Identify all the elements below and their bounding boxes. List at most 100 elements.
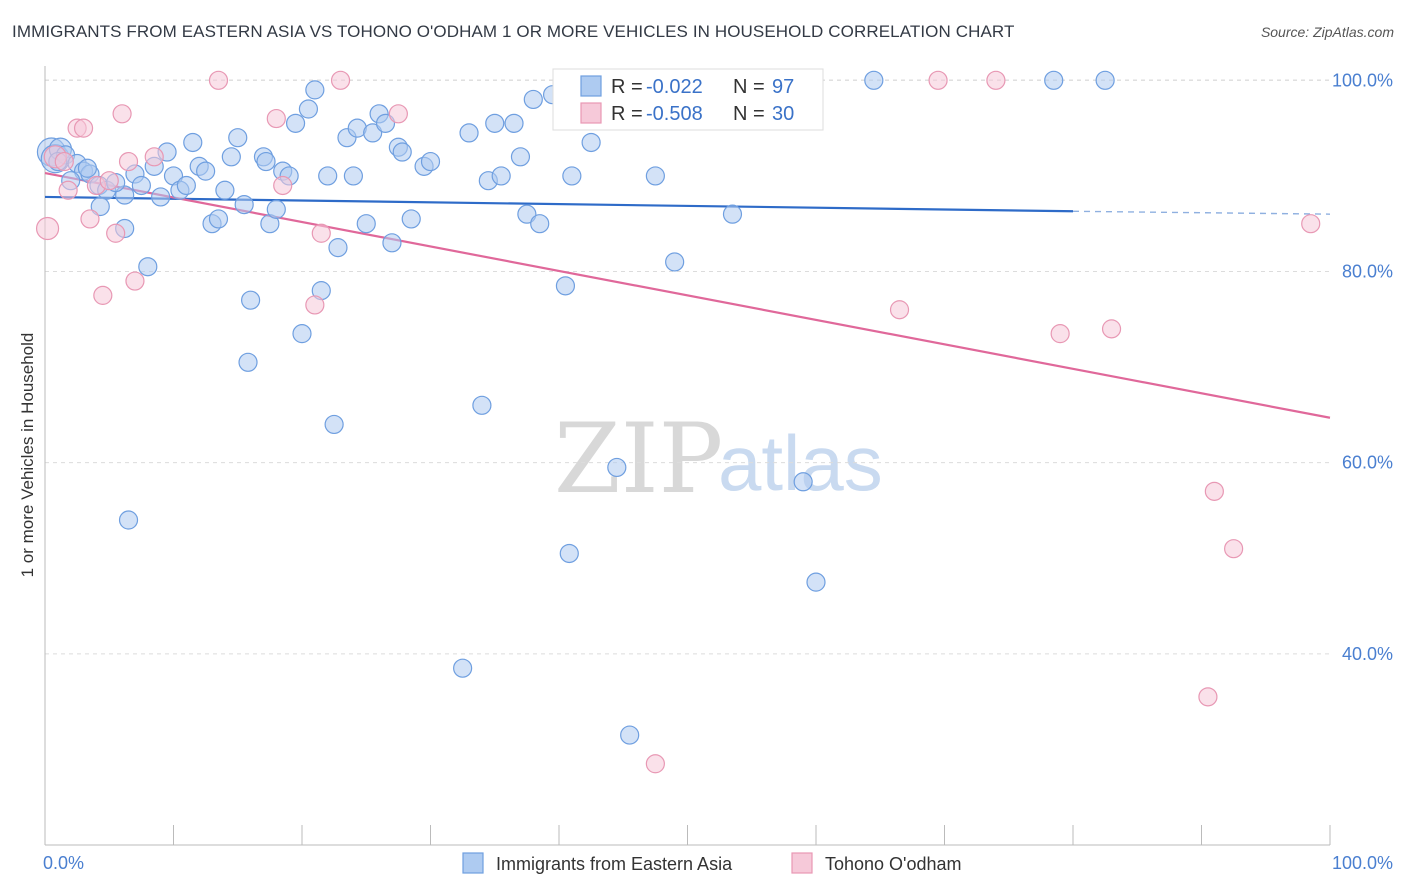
stats-n-label: N = <box>733 103 765 125</box>
data-point <box>620 725 640 745</box>
stats-n-value: 30 <box>772 103 794 125</box>
axes <box>44 66 1331 846</box>
data-point <box>35 216 60 241</box>
data-point <box>285 113 306 133</box>
stats-n-label: N = <box>733 76 765 98</box>
data-point <box>324 414 344 435</box>
data-point <box>80 209 100 229</box>
data-point <box>138 257 158 277</box>
data-point <box>363 123 383 143</box>
data-point <box>73 118 94 138</box>
gridlines <box>45 79 1330 655</box>
trend-line-series-1 <box>44 171 1331 419</box>
data-point <box>665 252 685 272</box>
data-point <box>330 70 351 90</box>
data-point <box>208 209 229 229</box>
data-point <box>472 395 492 415</box>
stats-legend-swatch <box>580 102 602 124</box>
data-point <box>305 295 325 315</box>
data-point <box>356 214 376 234</box>
data-point <box>328 238 348 258</box>
data-point <box>238 352 258 372</box>
data-point <box>889 300 910 320</box>
data-point <box>928 70 948 90</box>
tick-labels: 100.0% 80.0% 60.0% 40.0% 0.0% 100.0% <box>43 70 1393 873</box>
data-point <box>986 70 1006 90</box>
data-point <box>530 214 550 234</box>
data-point <box>273 175 293 196</box>
data-point <box>292 324 312 344</box>
data-point <box>491 166 511 186</box>
data-point <box>375 113 396 133</box>
data-point <box>504 113 524 133</box>
data-point <box>151 187 171 207</box>
data-point <box>607 457 627 478</box>
stats-r-value: -0.508 <box>646 103 703 125</box>
trend-line-series-0 <box>44 195 1074 213</box>
data-point <box>645 166 665 186</box>
series-1-points <box>35 70 1321 774</box>
data-point <box>221 147 241 167</box>
data-point <box>1224 539 1244 559</box>
data-point <box>523 89 543 110</box>
data-point <box>793 472 813 492</box>
data-point <box>1198 687 1218 707</box>
data-point <box>106 223 126 243</box>
data-point <box>99 171 119 191</box>
data-point <box>562 166 582 186</box>
data-point <box>196 161 216 181</box>
stats-legend-swatch <box>580 75 602 97</box>
data-point <box>510 147 531 167</box>
data-point <box>1044 70 1064 90</box>
y-tick-label: 60.0% <box>1342 453 1393 473</box>
y-tick-label: 80.0% <box>1342 262 1393 282</box>
data-point <box>256 151 276 172</box>
data-point <box>864 70 884 90</box>
watermark-zip: ZIP <box>554 403 723 515</box>
data-point <box>58 180 78 200</box>
data-point <box>388 104 408 124</box>
data-point <box>1050 324 1070 344</box>
data-point <box>112 104 132 124</box>
y-tick-label: 100.0% <box>1332 70 1393 90</box>
trend-line-dashed-series-0 <box>1072 210 1331 215</box>
data-point <box>234 194 254 215</box>
data-point <box>1301 214 1321 234</box>
data-point <box>93 285 113 305</box>
source-label: Source: ZipAtlas.com <box>1260 24 1394 40</box>
data-point <box>118 510 139 530</box>
data-point <box>125 271 145 291</box>
data-point <box>401 209 421 229</box>
data-point <box>382 233 402 253</box>
data-point <box>392 142 412 162</box>
data-point <box>90 196 110 217</box>
stats-r-label: R = <box>611 76 643 98</box>
data-point <box>298 99 319 119</box>
stats-r-value: -0.022 <box>646 76 703 98</box>
trend-lines <box>44 171 1331 419</box>
data-point <box>305 80 325 100</box>
data-point <box>208 70 229 90</box>
watermark: ZIP atlas <box>554 403 883 515</box>
data-point <box>241 290 261 310</box>
legend-label-series-1: Tohono O'odham <box>825 854 962 874</box>
data-point <box>517 204 537 224</box>
data-point <box>266 199 286 219</box>
data-point <box>453 658 473 678</box>
legend-swatch-series-1 <box>791 852 813 874</box>
stats-legend: R = -0.022 N = 97 R = -0.508 N = 30 <box>552 68 824 131</box>
data-point <box>485 113 505 133</box>
x-tick-label-left: 0.0% <box>43 853 84 873</box>
data-point <box>131 175 151 196</box>
data-point <box>228 128 248 148</box>
stats-n-value: 97 <box>772 76 794 98</box>
data-point <box>420 151 441 172</box>
data-point <box>459 123 479 143</box>
y-tick-label: 40.0% <box>1342 644 1393 664</box>
data-point <box>176 175 196 196</box>
data-point <box>144 147 164 167</box>
bottom-legend: Immigrants from Eastern Asia Tohono O'odh… <box>462 852 962 874</box>
data-point <box>77 158 98 178</box>
data-point <box>266 108 286 129</box>
